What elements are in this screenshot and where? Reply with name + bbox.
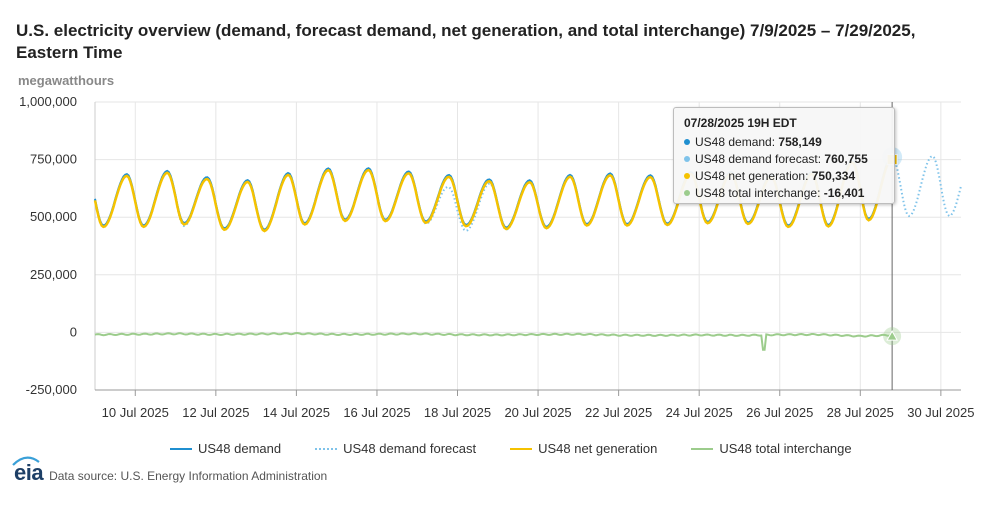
x-tick-label: 12 Jul 2025 <box>182 405 249 420</box>
legend-label: US48 total interchange <box>719 441 852 456</box>
eia-logo[interactable]: eia <box>12 456 44 486</box>
eia-logo-text: eia <box>14 460 44 485</box>
x-tick-label: 24 Jul 2025 <box>666 405 733 420</box>
y-tick-label: 250,000 <box>30 267 77 282</box>
forecast-dot-icon <box>684 156 690 162</box>
legend-item-net-generation[interactable]: US48 net generation <box>510 441 657 456</box>
tooltip-row-forecast: US48 demand forecast: 760,755 <box>684 151 884 168</box>
legend-line-icon <box>510 447 533 450</box>
tooltip-label: US48 demand: <box>695 135 779 149</box>
tooltip-row-demand: US48 demand: 758,149 <box>684 134 884 151</box>
x-tick-label: 30 Jul 2025 <box>907 405 974 420</box>
tooltip-label: US48 demand forecast: <box>695 152 825 166</box>
legend-line-icon <box>691 447 714 450</box>
tooltip-label: US48 net generation: <box>695 169 812 183</box>
tooltip-row-net-generation: US48 net generation: 750,334 <box>684 168 884 185</box>
legend-label: US48 demand <box>198 441 282 456</box>
legend-label: US48 net generation <box>538 441 658 456</box>
x-tick-label: 22 Jul 2025 <box>585 405 652 420</box>
chart-footer: eia Data source: U.S. Energy Information… <box>12 456 328 486</box>
tooltip-title: 07/28/2025 19H EDT <box>684 116 797 130</box>
demand-dot-icon <box>684 139 690 145</box>
y-tick-label: 1,000,000 <box>19 94 77 109</box>
y-axis-ticks: 1,000,000 750,000 500,000 250,000 0 -250,000 <box>19 94 77 397</box>
y-tick-label: 500,000 <box>30 209 77 224</box>
hover-tooltip: 07/28/2025 19H EDT US48 demand: 758,149 … <box>673 107 895 204</box>
tooltip-value: -16,401 <box>823 186 865 200</box>
legend-label: US48 demand forecast <box>343 441 477 456</box>
x-tick-label: 28 Jul 2025 <box>827 405 894 420</box>
eia-logo-arc-icon <box>12 456 40 466</box>
legend-item-forecast[interactable]: US48 demand forecast <box>315 441 476 456</box>
tooltip-value: 760,755 <box>824 152 868 166</box>
data-source: Data source: U.S. Energy Information Adm… <box>49 469 328 483</box>
x-tick-label: 20 Jul 2025 <box>504 405 571 420</box>
y-tick-label: -250,000 <box>26 382 77 397</box>
net-generation-line <box>93 158 892 233</box>
tooltip-label: US48 total interchange: <box>695 186 824 200</box>
tooltip-value: 750,334 <box>811 169 856 183</box>
interchange-marker <box>886 330 898 341</box>
x-tick-label: 14 Jul 2025 <box>263 405 330 420</box>
legend-line-icon <box>170 447 192 450</box>
tooltip-row-interchange: US48 total interchange: -16,401 <box>684 185 884 202</box>
x-axis-ticks: 10 Jul 2025 12 Jul 2025 14 Jul 2025 16 Jul … <box>102 405 975 420</box>
legend-item-interchange[interactable]: US48 total interchange <box>691 441 852 456</box>
y-axis-unit: megawatthours <box>18 73 115 88</box>
y-tick-label: 750,000 <box>30 152 77 167</box>
total-interchange-line <box>94 331 891 351</box>
legend-item-demand[interactable]: US48 demand <box>170 441 281 456</box>
legend-dotted-line-icon <box>315 447 338 450</box>
x-tick-label: 16 Jul 2025 <box>343 405 410 420</box>
x-tick-label: 10 Jul 2025 <box>102 405 169 420</box>
net-generation-dot-icon <box>684 173 690 179</box>
x-tick-label: 18 Jul 2025 <box>424 405 491 420</box>
y-tick-label: 0 <box>70 324 77 339</box>
x-tick-label: 26 Jul 2025 <box>746 405 813 420</box>
chart-title: U.S. electricity overview (demand, forec… <box>16 21 916 62</box>
tooltip-value: 758,149 <box>778 135 822 149</box>
grid-lines <box>94 101 961 396</box>
interchange-dot-icon <box>684 190 690 196</box>
chart-legend: US48 demand US48 demand forecast US48 ne… <box>170 441 852 456</box>
